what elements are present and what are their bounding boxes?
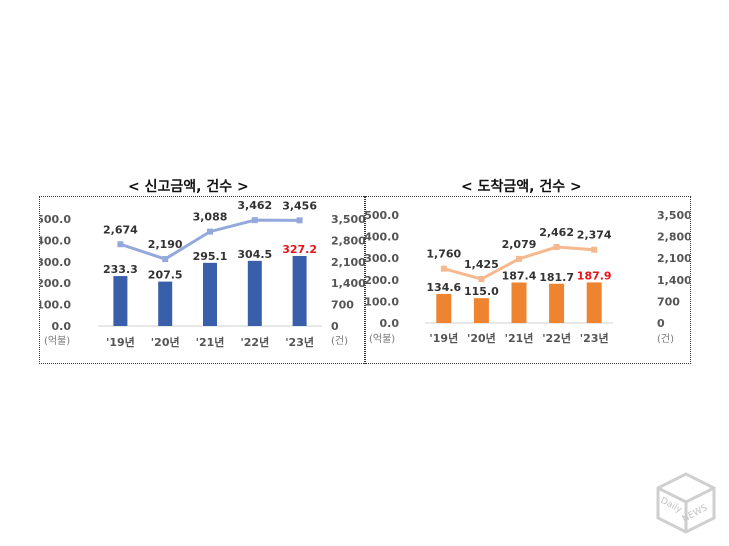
category-label-0: '19년: [429, 331, 458, 345]
line-data-label-3: 3,462: [237, 199, 272, 212]
bar-0: [436, 293, 452, 323]
line-point-3: [553, 244, 560, 251]
category-label-3: '22년: [240, 335, 269, 349]
line-data-label-4: 3,456: [282, 199, 317, 212]
bar-2: [511, 282, 527, 323]
right-axis-tick-label: 3,500: [331, 213, 365, 226]
line-point-4: [591, 246, 598, 253]
bar-data-label-3: 181.7: [539, 271, 574, 284]
bar-3: [247, 260, 262, 326]
chart-title-filing-amount: < 신고금액, 건수 >: [128, 179, 249, 195]
right-axis-tick-label: 0: [657, 317, 665, 330]
left-axis-unit: (억불): [44, 335, 70, 347]
bar-0: [113, 276, 128, 326]
category-label-1: '20년: [467, 331, 496, 345]
line-data-label-2: 2,079: [502, 238, 537, 251]
bar-data-label-0: 233.3: [103, 263, 138, 276]
left-axis-tick-label: 500.0: [365, 209, 399, 222]
right-axis-tick-label: 2,800: [657, 231, 690, 244]
left-axis-tick-label: 500.0: [40, 213, 71, 226]
line-data-label-3: 2,462: [539, 226, 574, 239]
right-axis-tick-label: 1,400: [657, 274, 690, 287]
bar-2: [203, 262, 217, 326]
bar-data-label-2: 295.1: [193, 250, 228, 263]
right-axis-tick-label: 3,500: [657, 209, 690, 222]
line-point-3: [251, 217, 258, 224]
left-axis-tick-label: 0.0: [52, 320, 72, 333]
bar-data-label-1: 207.5: [148, 269, 183, 282]
right-axis-tick-label: 700: [657, 295, 680, 308]
bar-4: [292, 255, 307, 326]
left-axis-tick-label: 200.0: [365, 274, 399, 287]
bar-data-label-3: 304.5: [237, 248, 272, 261]
right-axis-tick-label: 2,100: [657, 252, 690, 265]
right-axis-tick-label: 700: [331, 299, 354, 312]
chart-filing-svg: 0.0 100.0 200.0 300.0 400.0 500.0 0 700 1,400 2,1…: [36, 199, 366, 349]
chart-panel-filing: 0.0 100.0 200.0 300.0 400.0 500.0 0 700 1,400 2,1…: [36, 196, 366, 364]
left-axis-tick-label: 400.0: [365, 231, 399, 244]
category-label-1: '20년: [151, 335, 180, 349]
line-data-label-1: 1,425: [464, 258, 499, 271]
line-point-2: [207, 228, 213, 235]
right-axis-tick-label: 2,100: [331, 256, 365, 269]
left-axis-tick-label: 0.0: [380, 317, 400, 330]
chart-panel-arrival: 0.0 100.0 200.0 300.0 400.0 500.0 0 700 1,400 2,1…: [364, 196, 692, 364]
line-data-label-2: 3,088: [193, 211, 228, 224]
bar-3: [549, 283, 565, 323]
line-point-2: [516, 255, 522, 262]
bar-4: [586, 282, 602, 323]
right-axis-tick-label: 1,400: [331, 277, 365, 290]
chart-title-arrival-amount: < 도착금액, 건수 >: [461, 179, 582, 195]
bar-1: [473, 298, 489, 323]
line-point-1: [162, 256, 169, 263]
category-label-2: '21년: [196, 335, 225, 349]
line-point-0: [440, 265, 447, 272]
line-data-label-1: 2,190: [148, 238, 183, 251]
category-label-0: '19년: [106, 335, 135, 349]
left-axis-tick-label: 200.0: [40, 277, 71, 290]
bar-data-label-4: 187.9: [577, 269, 612, 282]
right-axis-tick-label: 2,800: [331, 234, 365, 247]
line-point-0: [117, 241, 124, 248]
left-axis-unit: (억불): [369, 333, 395, 345]
category-label-4: '23년: [285, 335, 314, 349]
left-axis-tick-label: 300.0: [365, 252, 399, 265]
bar-1: [158, 281, 173, 326]
category-label-2: '21년: [505, 331, 534, 345]
bar-data-label-2: 187.4: [502, 270, 537, 283]
line-point-1: [478, 276, 485, 283]
right-axis-unit: (건): [657, 333, 674, 345]
bar-data-label-0: 134.6: [426, 281, 461, 294]
line-data-label-0: 2,674: [103, 223, 138, 236]
left-axis-tick-label: 300.0: [40, 256, 71, 269]
bar-data-label-1: 115.0: [464, 285, 499, 298]
category-label-4: '23년: [580, 331, 609, 345]
right-axis-unit: (건): [331, 335, 348, 347]
left-axis-tick-label: 100.0: [40, 299, 71, 312]
chart-arrival-svg: 0.0 100.0 200.0 300.0 400.0 500.0 0 700 1,400 2,1…: [364, 209, 692, 345]
left-axis-tick-label: 400.0: [40, 234, 71, 247]
bar-data-label-4: 327.2: [282, 243, 317, 256]
line-data-label-0: 1,760: [426, 248, 461, 261]
dailynews-watermark-logo: Daily NEWS: [650, 468, 722, 542]
line-point-4: [296, 217, 303, 224]
line-data-label-4: 2,374: [577, 229, 612, 242]
left-axis-tick-label: 100.0: [365, 295, 399, 308]
right-axis-tick-label: 0: [331, 320, 339, 333]
category-label-3: '22년: [542, 331, 571, 345]
